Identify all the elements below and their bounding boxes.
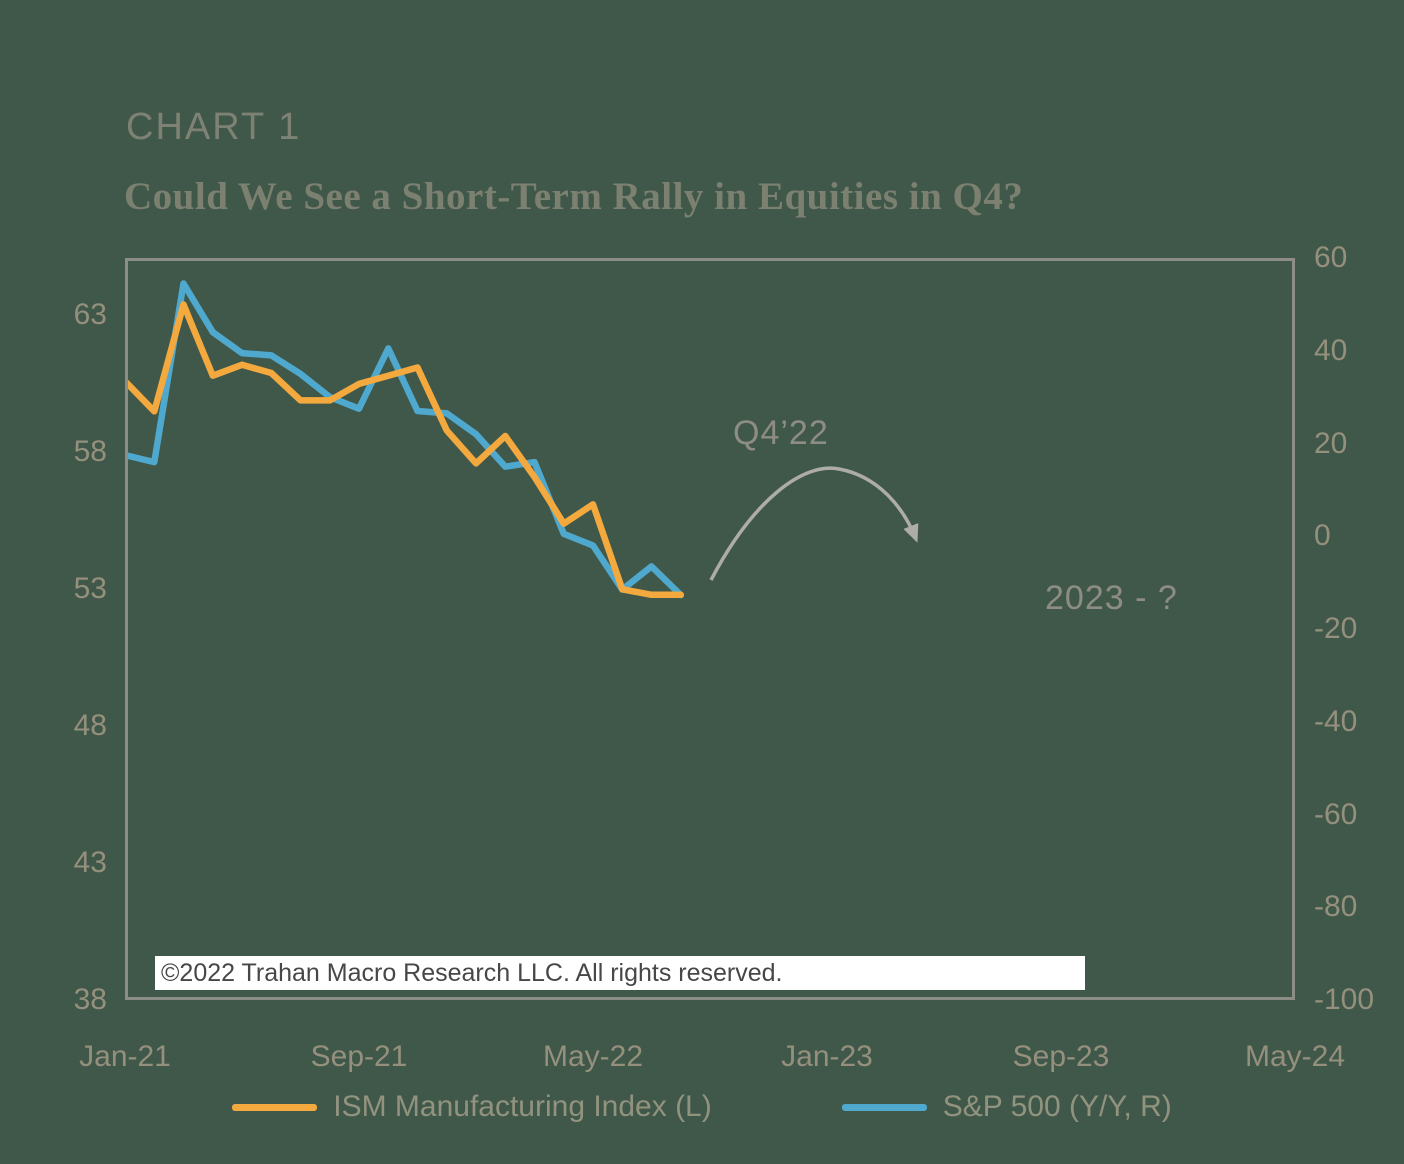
right-axis-tick-label: 40 <box>1314 333 1348 367</box>
right-axis-tick-label: -20 <box>1314 612 1358 645</box>
right-axis-tick-label: 20 <box>1314 426 1348 460</box>
x-axis-tick-label: Sep-21 <box>310 1040 408 1073</box>
x-axis-tick-label: Jan-23 <box>781 1040 873 1073</box>
legend: ISM Manufacturing Index (L) S&P 500 (Y/Y… <box>0 1090 1404 1124</box>
x-axis-tick-label: May-22 <box>542 1040 644 1073</box>
right-axis-tick-label: -40 <box>1314 704 1358 738</box>
legend-label-ism: ISM Manufacturing Index (L) <box>333 1090 712 1123</box>
ism-line <box>125 301 685 599</box>
q4-2022-annotation: Q4’22 <box>733 414 829 452</box>
chart-plot <box>125 258 1295 1000</box>
sp500-line <box>125 280 685 599</box>
left-axis-tick-label: 43 <box>73 846 107 880</box>
series-group <box>125 280 685 599</box>
sp500-line-swatch <box>841 1103 927 1111</box>
right-axis-tick-label: -60 <box>1314 797 1358 831</box>
left-axis-tick-label: 53 <box>73 572 107 606</box>
copyright-bar: ©2022 Trahan Macro Research LLC. All rig… <box>155 956 1085 990</box>
chart-number-label: CHART 1 <box>126 106 302 148</box>
2023-question-annotation: 2023 - ? <box>1045 579 1178 617</box>
legend-item-ism: ISM Manufacturing Index (L) <box>232 1090 712 1124</box>
x-axis-tick-label: Jan-21 <box>79 1040 171 1073</box>
right-axis-tick-label: -100 <box>1314 983 1375 1016</box>
legend-item-sp500: S&P 500 (Y/Y, R) <box>841 1090 1172 1124</box>
left-axis-tick-label: 48 <box>73 709 107 743</box>
left-axis-tick-label: 63 <box>73 298 107 332</box>
copyright-text: ©2022 Trahan Macro Research LLC. All rig… <box>161 959 783 987</box>
x-axis-tick-label: May-24 <box>1244 1040 1346 1073</box>
x-axis-tick-label: Sep-23 <box>1012 1040 1110 1073</box>
chart-title: Could We See a Short-Term Rally in Equit… <box>124 175 1024 218</box>
legend-label-sp500: S&P 500 (Y/Y, R) <box>942 1090 1172 1123</box>
plot-border <box>125 258 1295 1000</box>
right-axis-tick-label: -80 <box>1314 890 1358 924</box>
right-axis-tick-label: 0 <box>1314 519 1331 553</box>
trend-arrow-annotation <box>709 466 919 581</box>
right-axis-tick-label: 60 <box>1314 241 1348 274</box>
ism-line-swatch <box>232 1103 318 1111</box>
left-axis-tick-label: 38 <box>73 983 107 1016</box>
left-axis-tick-label: 58 <box>73 435 107 469</box>
